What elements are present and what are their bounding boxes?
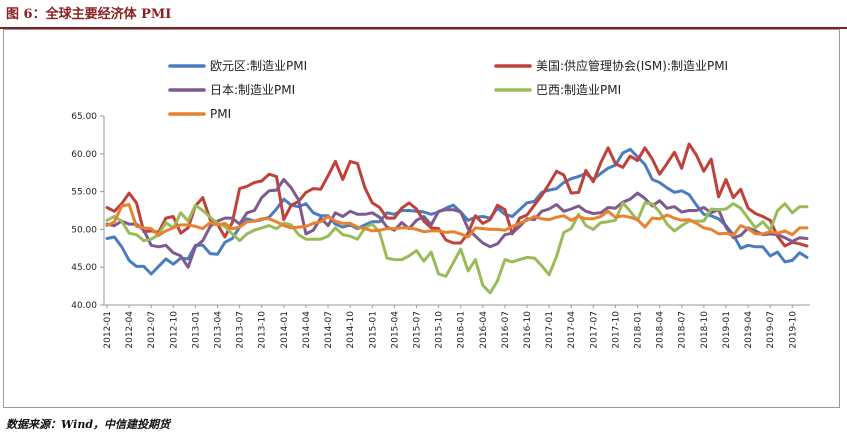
data-source: 数据来源：Wind，中信建投期货	[6, 418, 171, 431]
x-tick-label: 2012-07	[147, 311, 157, 349]
y-tick-label: 40.00	[71, 301, 97, 311]
y-tick-label: 65.00	[71, 112, 97, 122]
x-tick-label: 2015-10	[435, 311, 445, 349]
series-line-2	[105, 178, 809, 269]
x-tick-label: 2012-01	[103, 311, 113, 349]
y-tick-label: 45.00	[71, 263, 97, 273]
figure-title: 图 6：全球主要经济体 PMI	[6, 7, 172, 22]
series-line-3	[105, 201, 809, 295]
legend-label-2: 日本:制造业PMI	[210, 83, 295, 97]
x-tick-label: 2018-01	[634, 311, 644, 349]
x-tick-label: 2012-10	[169, 311, 179, 349]
y-tick-label: 50.00	[71, 225, 97, 235]
y-tick-label: 60.00	[71, 150, 97, 160]
x-tick-label: 2014-10	[346, 311, 356, 349]
legend-label-4: PMI	[210, 107, 231, 121]
series-line-0	[105, 147, 809, 276]
y-tick-label: 55.00	[71, 188, 97, 198]
x-tick-label: 2014-07	[324, 311, 334, 349]
x-tick-label: 2017-07	[589, 311, 599, 349]
x-tick-label: 2012-04	[125, 311, 135, 349]
x-tick-label: 2019-07	[766, 311, 776, 349]
x-tick-label: 2016-10	[523, 311, 533, 349]
x-tick-label: 2019-10	[788, 311, 798, 349]
x-tick-label: 2013-10	[258, 311, 268, 349]
x-tick-label: 2017-10	[611, 311, 621, 349]
x-tick-label: 2017-04	[567, 311, 577, 349]
x-tick-label: 2019-04	[744, 311, 754, 349]
x-tick-label: 2018-07	[678, 311, 688, 349]
chart-axes: 65.00 60.00 55.00 50.00 45.00 40.00 2012-01 201…	[71, 112, 810, 349]
x-tick-label: 2015-01	[368, 311, 378, 349]
legend-label-0: 欧元区:制造业PMI	[210, 59, 307, 73]
legend-label-3: 巴西:制造业PMI	[536, 83, 621, 97]
x-tick-label: 2016-04	[479, 311, 489, 349]
legend-label-1: 美国:供应管理协会(ISM):制造业PMI	[536, 58, 728, 73]
x-tick-label: 2018-10	[700, 311, 710, 349]
x-tick-label: 2015-07	[412, 311, 422, 349]
chart-series-lines	[105, 142, 809, 295]
x-tick-label: 2016-01	[457, 311, 467, 349]
x-tick-label: 2013-07	[236, 311, 246, 349]
x-tick-label: 2014-01	[280, 311, 290, 349]
x-tick-label: 2015-04	[390, 311, 400, 349]
x-tick-label: 2013-04	[214, 311, 224, 349]
x-tick-label: 2019-01	[722, 311, 732, 349]
x-tick-label: 2016-07	[501, 311, 511, 349]
title-underline	[0, 27, 847, 29]
series-line-1	[105, 142, 809, 248]
x-tick-label: 2014-04	[302, 311, 312, 349]
chart-legend: 欧元区:制造业PMI 美国:供应管理协会(ISM):制造业PMI 日本:制造业PMI…	[168, 58, 728, 121]
x-tick-label: 2013-01	[191, 311, 201, 349]
series-line-4	[105, 203, 809, 239]
x-tick-label: 2017-01	[545, 311, 555, 349]
x-tick-label: 2018-04	[656, 311, 666, 349]
chart-frame	[3, 29, 840, 408]
